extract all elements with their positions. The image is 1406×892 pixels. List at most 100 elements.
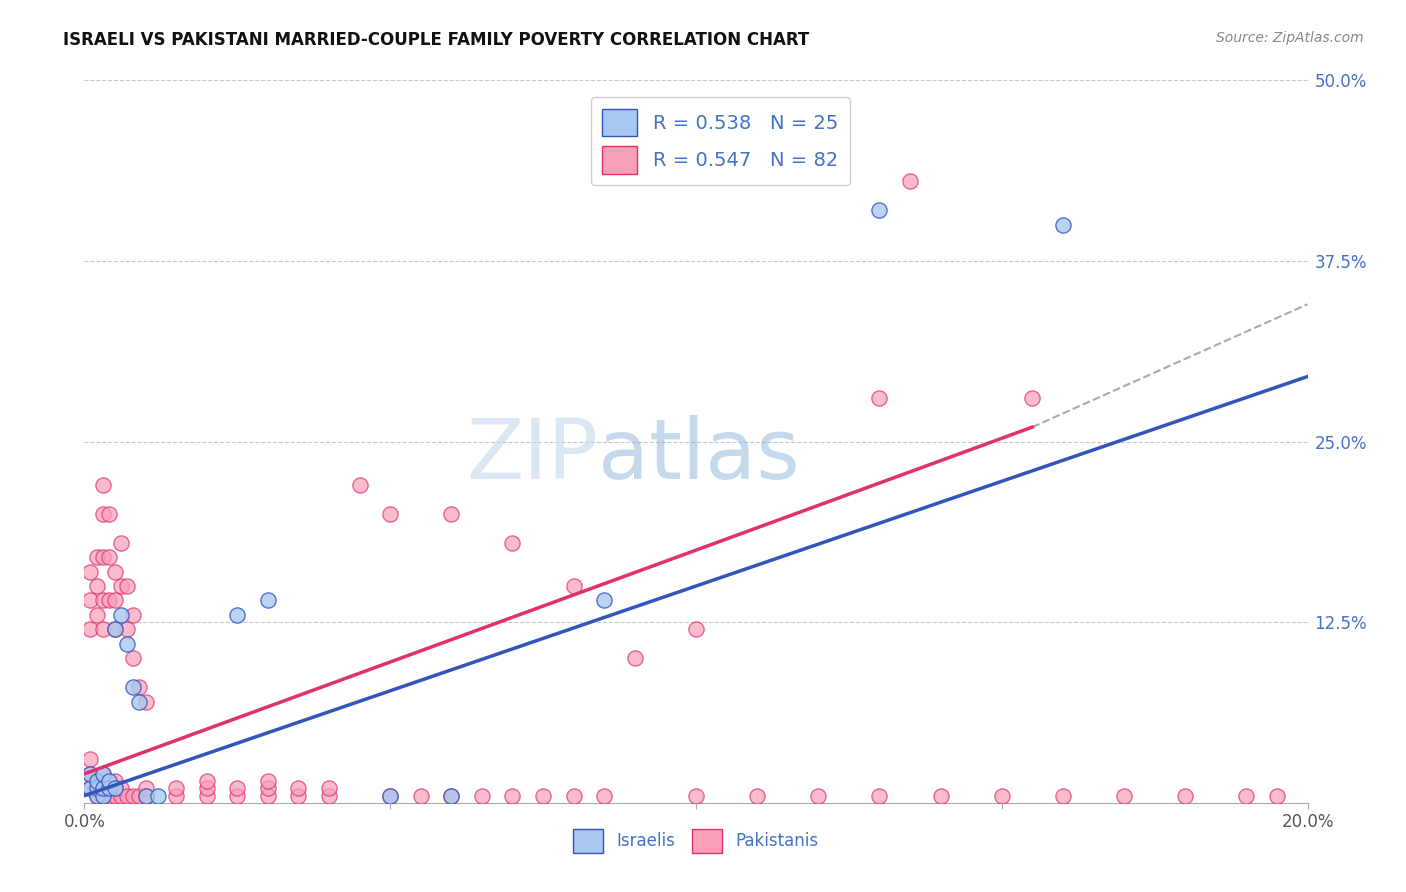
Point bbox=[135, 695, 157, 709]
Point bbox=[91, 789, 114, 803]
Point bbox=[110, 781, 132, 796]
Point bbox=[440, 789, 463, 803]
Point bbox=[135, 789, 157, 803]
Point bbox=[195, 789, 218, 803]
Point bbox=[86, 789, 108, 803]
Point bbox=[104, 774, 127, 789]
Point bbox=[1265, 789, 1288, 803]
Point bbox=[128, 695, 150, 709]
Point bbox=[79, 565, 101, 579]
Point bbox=[1052, 789, 1074, 803]
Point bbox=[104, 781, 127, 796]
Point bbox=[440, 789, 463, 803]
Text: ZIP: ZIP bbox=[467, 416, 598, 497]
Point bbox=[685, 623, 707, 637]
Point bbox=[91, 478, 114, 492]
Legend: Israelis, Pakistanis: Israelis, Pakistanis bbox=[567, 822, 825, 860]
Point bbox=[122, 651, 145, 665]
Point bbox=[318, 781, 340, 796]
Point bbox=[91, 593, 114, 607]
Point bbox=[318, 789, 340, 803]
Point bbox=[104, 565, 127, 579]
Point bbox=[869, 391, 891, 405]
Point bbox=[115, 579, 138, 593]
Point bbox=[531, 789, 554, 803]
Point bbox=[97, 781, 120, 796]
Point bbox=[869, 203, 891, 218]
Point bbox=[104, 593, 127, 607]
Point bbox=[471, 789, 494, 803]
Point bbox=[91, 767, 114, 781]
Point bbox=[86, 579, 108, 593]
Point bbox=[380, 789, 402, 803]
Point bbox=[257, 774, 280, 789]
Point bbox=[91, 550, 114, 565]
Point bbox=[86, 774, 108, 789]
Text: ISRAELI VS PAKISTANI MARRIED-COUPLE FAMILY POVERTY CORRELATION CHART: ISRAELI VS PAKISTANI MARRIED-COUPLE FAMI… bbox=[63, 31, 810, 49]
Point bbox=[115, 623, 138, 637]
Point bbox=[97, 781, 120, 796]
Point bbox=[195, 774, 218, 789]
Text: atlas: atlas bbox=[598, 416, 800, 497]
Point bbox=[1174, 789, 1197, 803]
Point bbox=[122, 680, 145, 694]
Point bbox=[110, 535, 132, 549]
Point bbox=[593, 789, 616, 803]
Point bbox=[1052, 218, 1074, 232]
Point bbox=[79, 752, 101, 766]
Point bbox=[869, 789, 891, 803]
Point bbox=[122, 607, 145, 622]
Point bbox=[86, 550, 108, 565]
Point bbox=[91, 789, 114, 803]
Point bbox=[97, 593, 120, 607]
Point bbox=[86, 607, 108, 622]
Point bbox=[135, 781, 157, 796]
Point bbox=[807, 789, 830, 803]
Point bbox=[104, 781, 127, 796]
Point bbox=[115, 637, 138, 651]
Point bbox=[562, 789, 585, 803]
Point bbox=[79, 781, 101, 796]
Point bbox=[110, 789, 132, 803]
Point bbox=[97, 507, 120, 521]
Point bbox=[226, 607, 249, 622]
Point bbox=[380, 507, 402, 521]
Point bbox=[409, 789, 432, 803]
Point bbox=[86, 781, 108, 796]
Point bbox=[257, 593, 280, 607]
Point bbox=[195, 781, 218, 796]
Point bbox=[685, 789, 707, 803]
Point bbox=[165, 789, 187, 803]
Point bbox=[1114, 789, 1136, 803]
Point bbox=[593, 593, 616, 607]
Point bbox=[287, 789, 309, 803]
Point bbox=[91, 623, 114, 637]
Point bbox=[128, 789, 150, 803]
Point bbox=[79, 767, 101, 781]
Point bbox=[97, 774, 120, 789]
Point bbox=[79, 623, 101, 637]
Point bbox=[135, 789, 157, 803]
Point bbox=[502, 535, 524, 549]
Point bbox=[624, 651, 647, 665]
Point bbox=[91, 507, 114, 521]
Point bbox=[991, 789, 1014, 803]
Point bbox=[97, 789, 120, 803]
Point bbox=[747, 789, 769, 803]
Point bbox=[502, 789, 524, 803]
Point bbox=[110, 607, 132, 622]
Point bbox=[929, 789, 952, 803]
Point bbox=[287, 781, 309, 796]
Point bbox=[86, 774, 108, 789]
Point bbox=[146, 789, 169, 803]
Point bbox=[257, 789, 280, 803]
Point bbox=[86, 781, 108, 796]
Point bbox=[122, 789, 145, 803]
Point bbox=[79, 767, 101, 781]
Point bbox=[86, 789, 108, 803]
Point bbox=[440, 507, 463, 521]
Point bbox=[128, 680, 150, 694]
Point bbox=[91, 767, 114, 781]
Point bbox=[898, 174, 921, 188]
Point bbox=[115, 789, 138, 803]
